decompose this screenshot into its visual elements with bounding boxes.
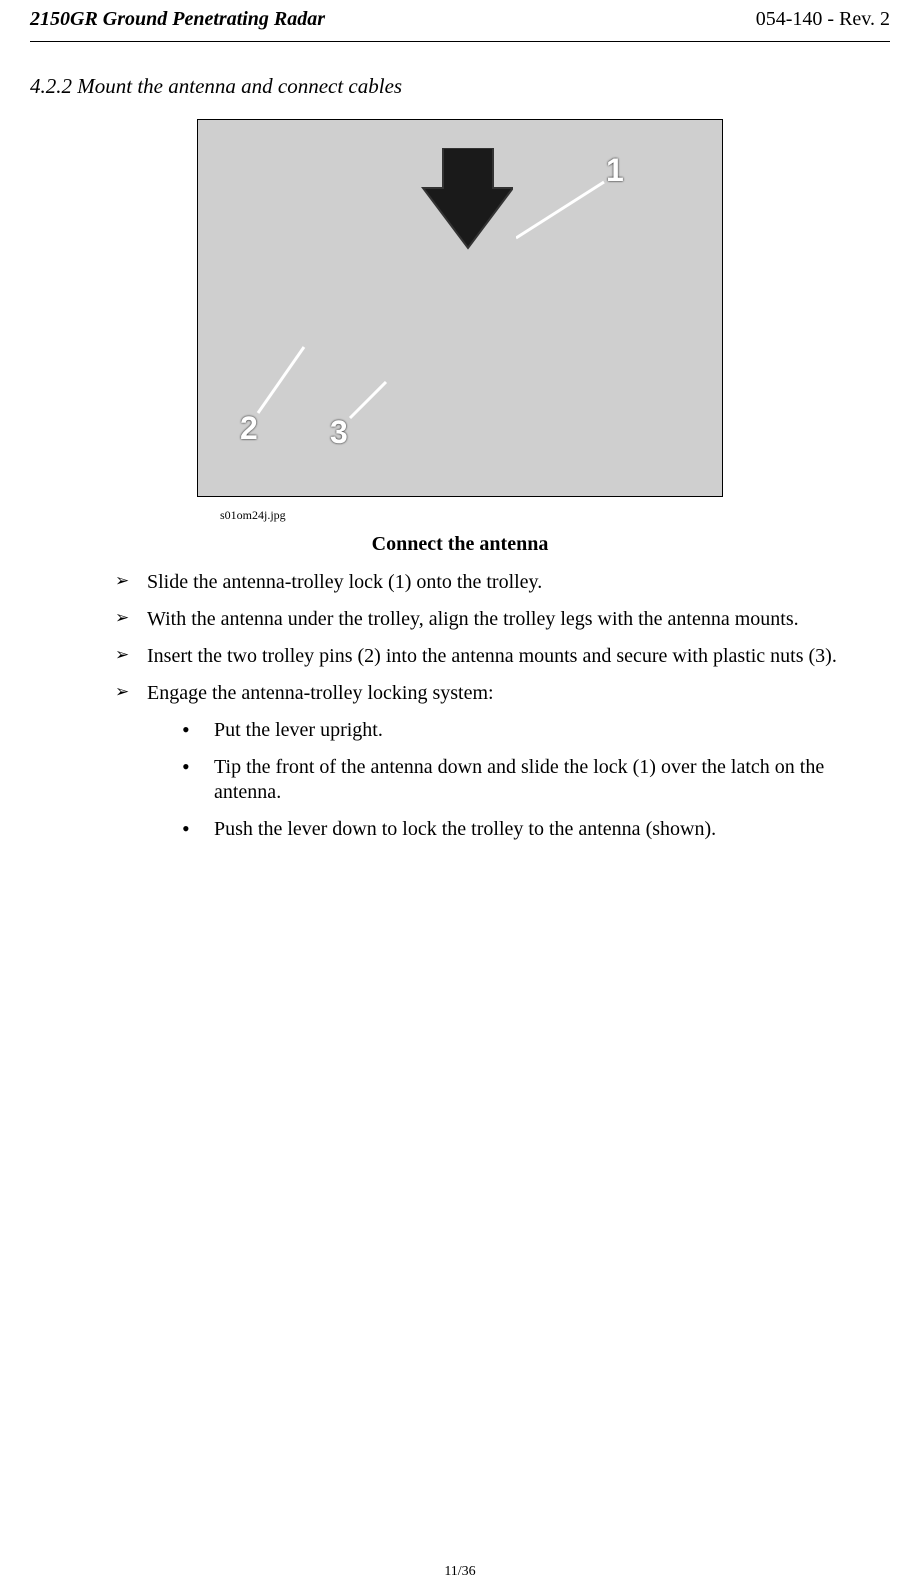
step-item: Insert the two trolley pins (2) into the… [115, 644, 880, 669]
figure-image: 1 2 3 [197, 119, 723, 497]
substep-item: Push the lever down to lock the trolley … [182, 817, 880, 842]
figure-wrap: 1 2 3 [30, 119, 890, 502]
figure-arrow-icon [393, 148, 513, 258]
substep-item: Put the lever upright. [182, 718, 880, 743]
substep-text: Tip the front of the antenna down and sl… [214, 756, 824, 803]
figure-callout-1: 1 [606, 152, 624, 189]
page-number: 11/36 [0, 1564, 920, 1580]
header-docnum: 054-140 - Rev. 2 [756, 8, 890, 31]
step-text: Slide the antenna-trolley lock (1) onto … [147, 571, 542, 593]
step-text: Insert the two trolley pins (2) into the… [147, 645, 837, 667]
step-item: Engage the antenna-trolley locking syste… [115, 681, 880, 842]
header-title: 2150GR Ground Penetrating Radar [30, 8, 325, 31]
figure-callout-2: 2 [240, 410, 258, 447]
figure-callout-3: 3 [330, 414, 348, 451]
step-text: Engage the antenna-trolley locking syste… [147, 682, 494, 704]
header-rule [30, 41, 890, 42]
step-item: Slide the antenna-trolley lock (1) onto … [115, 570, 880, 595]
step-item: With the antenna under the trolley, alig… [115, 607, 880, 632]
figure-line-2 [256, 345, 306, 415]
page-header: 2150GR Ground Penetrating Radar 054-140 … [30, 0, 890, 37]
substep-text: Push the lever down to lock the trolley … [214, 818, 716, 840]
section-heading: 4.2.2 Mount the antenna and connect cabl… [30, 74, 890, 99]
substep-item: Tip the front of the antenna down and sl… [182, 755, 880, 805]
figure-title: Connect the antenna [30, 533, 890, 556]
figure-filename: s01om24j.jpg [220, 508, 890, 523]
substep-text: Put the lever upright. [214, 719, 383, 741]
step-text: With the antenna under the trolley, alig… [147, 608, 799, 630]
substeps-list: Put the lever upright. Tip the front of … [182, 718, 880, 842]
steps-list: Slide the antenna-trolley lock (1) onto … [115, 570, 880, 842]
figure-line-3 [348, 380, 388, 420]
figure-line-1 [516, 180, 606, 240]
